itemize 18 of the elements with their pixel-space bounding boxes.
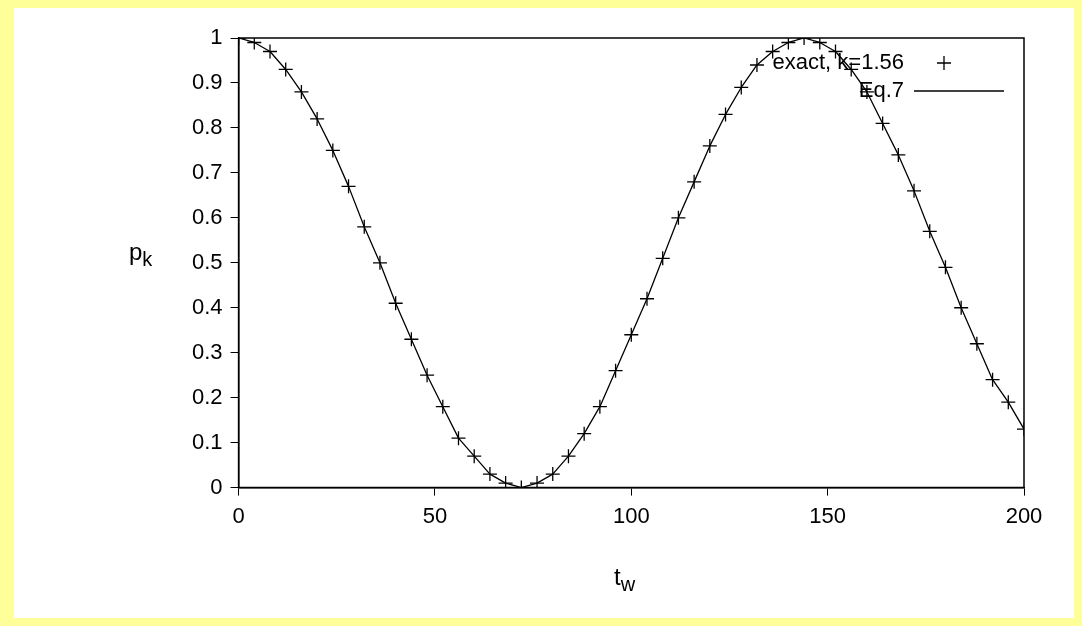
x-axis-title: t$_{w}$ bbox=[614, 563, 636, 596]
y-tick-label: 0 bbox=[210, 473, 223, 499]
y-tick-label: 1 bbox=[210, 24, 223, 50]
x-tick-label: 100 bbox=[612, 502, 650, 528]
y-tick-label: 0.5 bbox=[191, 248, 223, 274]
y-tick-label: 0.9 bbox=[191, 69, 223, 95]
x-tick-label: 150 bbox=[809, 502, 847, 528]
y-axis-title: p$_{k}$ bbox=[129, 238, 153, 271]
y-tick-label: 0.3 bbox=[191, 338, 223, 364]
x-tick-label: 0 bbox=[232, 502, 245, 528]
y-tick-label: 0.6 bbox=[191, 203, 223, 229]
y-tick-label: 0.8 bbox=[191, 113, 223, 139]
x-tick-label: 50 bbox=[422, 502, 448, 528]
y-tick-label: 0.2 bbox=[191, 383, 223, 409]
y-tick-label: 0.7 bbox=[191, 158, 223, 184]
x-tick-label: 200 bbox=[1005, 502, 1043, 528]
y-tick-label: 0.4 bbox=[191, 293, 223, 319]
y-tick-label: 0.1 bbox=[191, 428, 223, 454]
